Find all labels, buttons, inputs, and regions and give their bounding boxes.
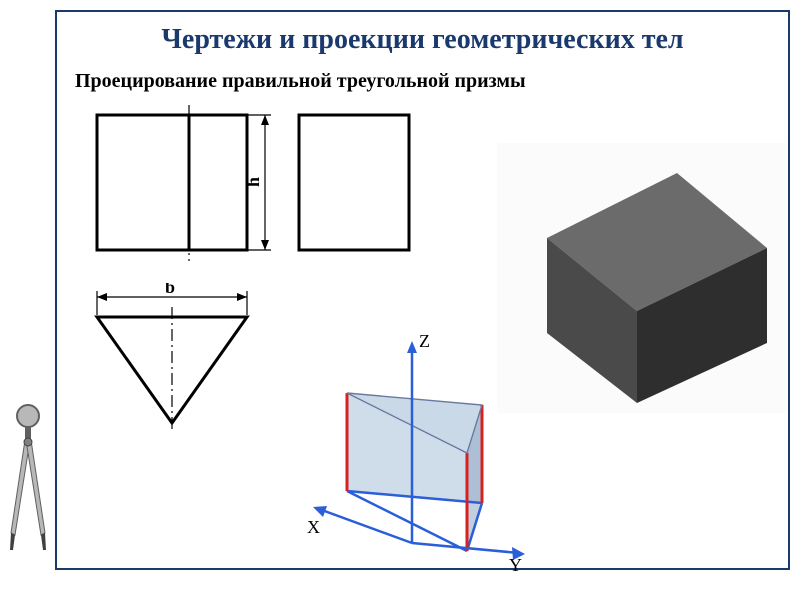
side-view-rect [299, 115, 409, 250]
compass-icon [2, 400, 54, 560]
wireframe-axon: Z X Y [307, 333, 547, 573]
page-subtitle: Проецирование правильной треугольной при… [57, 62, 788, 103]
dim-h-arrow-top [261, 115, 269, 125]
diagram-area: h b [57, 103, 788, 573]
z-label: Z [419, 333, 430, 351]
z-axis-arrow [407, 341, 417, 353]
x-axis-arrow [313, 506, 327, 517]
x-axis [319, 509, 412, 543]
page-title: Чертежи и проекции геометрических тел [57, 12, 788, 62]
dim-b-arrow-l [97, 293, 107, 301]
dim-b-label: b [165, 283, 175, 297]
dim-h-label: h [243, 177, 263, 187]
dim-b-arrow-r [237, 293, 247, 301]
content-frame: Чертежи и проекции геометрических тел Пр… [55, 10, 790, 570]
x-label: X [307, 517, 320, 537]
y-label: Y [509, 555, 522, 573]
front-view-rect [97, 115, 247, 250]
orthographic-top-row: h [67, 103, 427, 263]
dim-h-arrow-bot [261, 240, 269, 250]
top-view: b [67, 283, 267, 453]
